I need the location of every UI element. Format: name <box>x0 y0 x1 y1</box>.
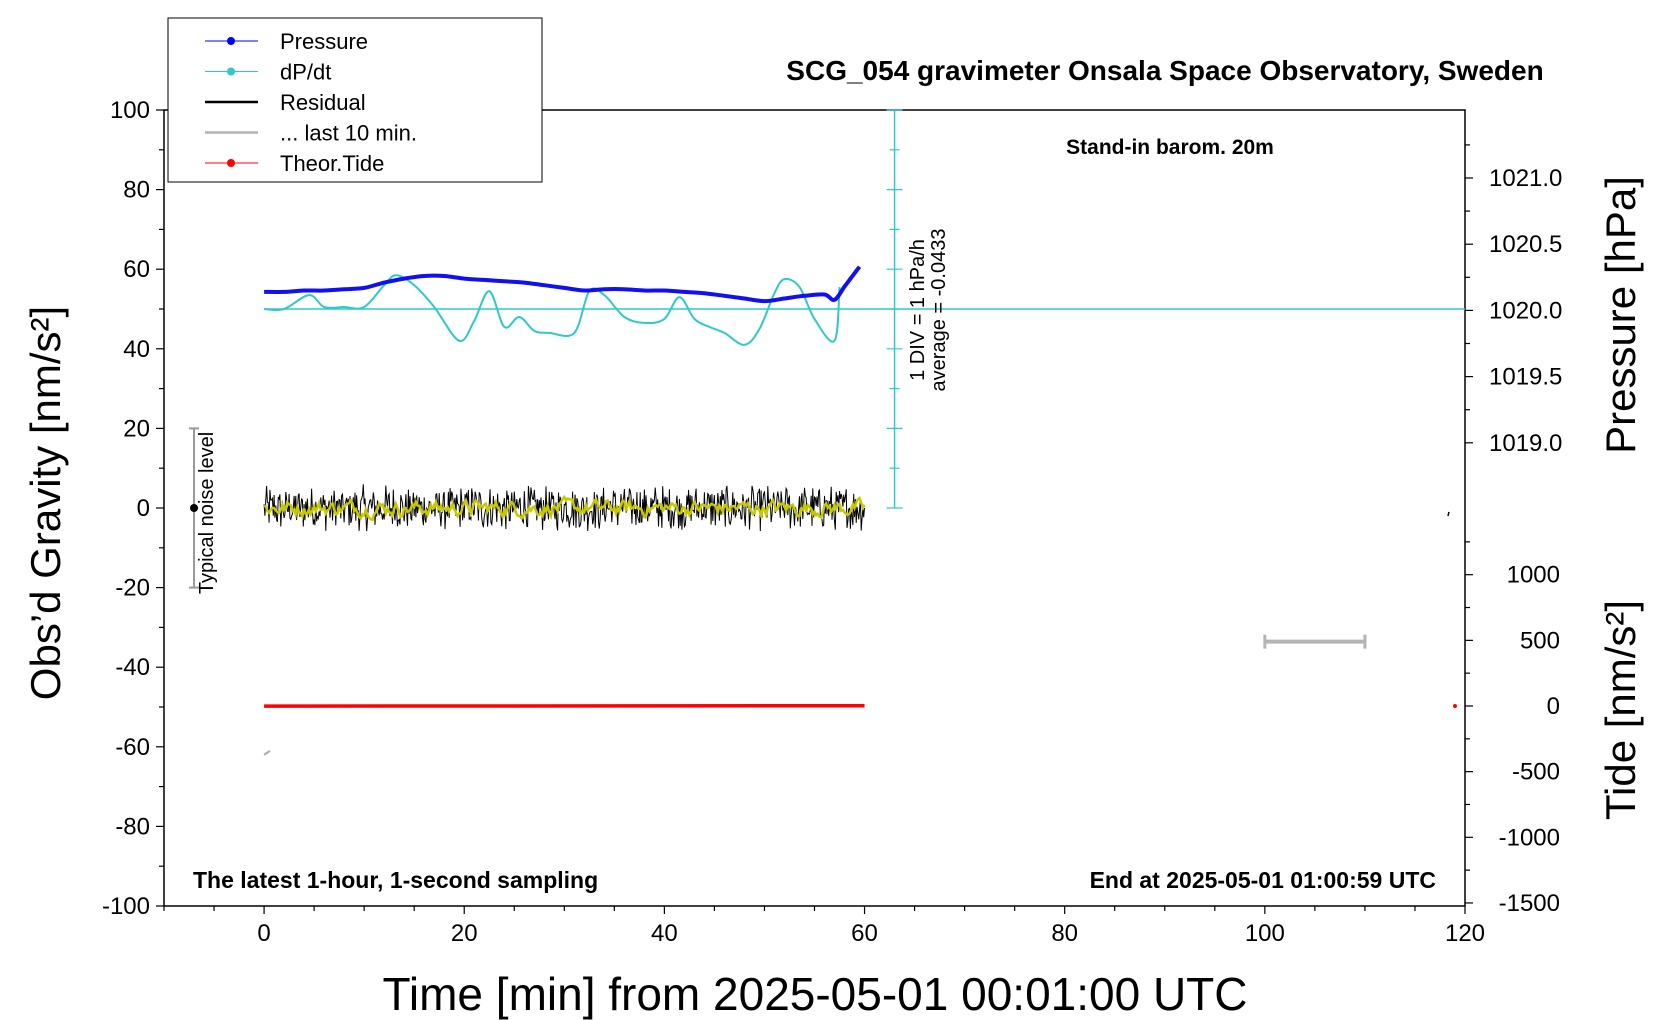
y-tick-label-pressure: 1019.5 <box>1489 364 1562 391</box>
y-tick-label-gravity: -20 <box>115 575 150 602</box>
y-tick-label-tide: -500 <box>1512 759 1560 786</box>
y-tick-label-gravity: 40 <box>123 336 150 363</box>
chart-title: SCG_054 gravimeter Onsala Space Observat… <box>786 55 1543 86</box>
legend: Pressure dP/dt Residual ... last 10 min. The… <box>167 17 543 183</box>
legend-item: ... last 10 min. <box>205 121 417 146</box>
y-tick-label-tide: 500 <box>1520 627 1560 654</box>
legend-label: dP/dt <box>280 60 331 85</box>
y-tick-label-gravity: 0 <box>137 495 150 522</box>
y-tick-label-gravity: 100 <box>110 97 150 124</box>
y-tick-label-tide: -1000 <box>1499 824 1560 851</box>
y-tick-label-pressure: 1021.0 <box>1489 165 1562 192</box>
legend-box <box>167 17 543 183</box>
dpdt-scale-label: 1 DIV = 1 hPa/h <box>907 239 929 381</box>
legend-label: Pressure <box>280 29 368 54</box>
y-tick-label-gravity: 60 <box>123 256 150 283</box>
legend-item: Pressure <box>205 29 368 54</box>
legend-marker <box>227 37 235 45</box>
legend-label: Residual <box>280 90 366 115</box>
noise-level-center-dot <box>190 504 199 512</box>
legend-marker <box>227 67 235 76</box>
series-layer <box>189 265 1457 756</box>
end-time-note: End at 2025-05-01 01:00:59 UTC <box>1090 867 1436 893</box>
x-tick-label: 100 <box>1245 920 1285 947</box>
noise-level-label: Typical noise level <box>196 432 218 594</box>
legend-label: Theor.Tide <box>280 151 384 176</box>
residual-line <box>263 484 865 532</box>
y-tick-label-gravity: 20 <box>123 415 150 442</box>
x-axis-label: Time [min] from 2025-05-01 00:01:00 UTC <box>383 968 1248 1020</box>
legend-item: dP/dt <box>205 60 331 85</box>
theor-tide-end-dot <box>1452 704 1457 708</box>
y-tick-label-tide: 0 <box>1547 693 1560 720</box>
barometer-note: Stand-in barom. 20m <box>1066 136 1274 159</box>
y-tick-label-gravity: -100 <box>102 893 150 920</box>
text-layer: SCG_054 gravimeter Onsala Space Observat… <box>22 55 1644 1020</box>
y-axis-label-gravity: Obs’d Gravity [nm/s²] <box>22 306 69 700</box>
y-tick-label-tide: -1500 <box>1499 890 1560 917</box>
y-tick-label-gravity: -60 <box>115 734 150 761</box>
x-tick-label: 20 <box>451 920 478 947</box>
last-10-min-line <box>263 494 866 522</box>
axes-layer: 0 20 40 60 80 100 120 100 80 60 40 20 0 -20 -40 -60 -80 -… <box>102 97 1562 947</box>
legend-label: ... last 10 min. <box>280 121 417 146</box>
legend-marker <box>227 159 235 167</box>
y-tick-label-gravity: -40 <box>115 654 150 681</box>
y-axis-label-tide: Tide [nm/s²] <box>1597 600 1644 820</box>
dpdt-line <box>264 274 841 346</box>
legend-item: Theor.Tide <box>205 151 384 176</box>
dpdt-average-label: average = -0.0433 <box>928 229 950 392</box>
legend-item: Residual <box>205 90 366 115</box>
pressure-line <box>264 265 862 304</box>
y-tick-label-gravity: 80 <box>123 177 150 204</box>
y-tick-label-tide: 1000 <box>1507 562 1560 589</box>
y-tick-label-pressure: 1020.5 <box>1489 231 1562 258</box>
x-tick-label: 40 <box>651 920 678 947</box>
y-tick-label-gravity: -80 <box>115 813 150 840</box>
x-tick-label: 60 <box>851 920 878 947</box>
x-tick-label: 0 <box>257 920 270 947</box>
stray-mark-left <box>263 749 271 756</box>
x-tick-label: 120 <box>1445 920 1485 947</box>
y-tick-label-pressure: 1020.0 <box>1489 297 1562 324</box>
x-tick-label: 80 <box>1051 920 1078 947</box>
stray-mark-right <box>1447 511 1450 517</box>
y-tick-label-pressure: 1019.0 <box>1489 430 1562 457</box>
y-axis-label-pressure: Pressure [hPa] <box>1597 176 1644 454</box>
sampling-note: The latest 1-hour, 1-second sampling <box>193 867 598 893</box>
